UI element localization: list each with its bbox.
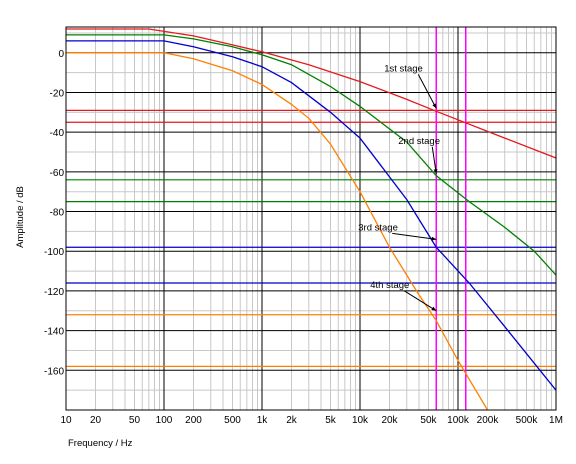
series-line-4	[66, 52, 489, 410]
x-tick-label: 5k	[325, 415, 337, 426]
annotation-arrow	[392, 232, 437, 240]
x-tick-label: 1M	[549, 415, 563, 426]
series-line-3	[66, 40, 556, 391]
series-line-1	[66, 28, 556, 159]
annotation-label: 3rd stage	[358, 222, 398, 233]
x-axis-label: Frequency / Hz	[68, 438, 133, 449]
y-tick-label: 0	[58, 49, 64, 60]
y-tick-label: -140	[44, 327, 64, 338]
x-tick-label: 20k	[381, 415, 398, 426]
series-line-2	[66, 34, 556, 276]
x-tick-labels: 10 20 50 100 200 500 1k 2k 5k 10k 20k 50k 100k 200k 50…	[60, 415, 563, 426]
x-tick-label: 100	[156, 415, 173, 426]
major-grid	[65, 27, 557, 410]
reference-lines	[66, 27, 556, 410]
annotation-label: 1st stage	[384, 63, 423, 74]
annotation-arrowhead	[432, 103, 437, 109]
y-tick-label: -100	[44, 247, 64, 258]
minor-grid	[66, 27, 556, 410]
plot-frame	[65, 26, 557, 411]
x-tick-label: 1k	[257, 415, 269, 426]
series-group	[66, 28, 556, 410]
x-tick-label: 100k	[447, 415, 470, 426]
annotations: 1st stage 2nd stage 3rd stage 4th stage	[358, 63, 440, 312]
x-tick-label: 10	[60, 415, 72, 426]
y-tick-label: -60	[50, 168, 65, 179]
annotation-arrow	[417, 74, 437, 109]
x-tick-label: 10k	[352, 415, 369, 426]
x-tick-label: 500	[224, 415, 241, 426]
annotation-arrow	[403, 290, 437, 312]
x-tick-label: 50	[129, 415, 141, 426]
y-tick-label: -40	[50, 128, 65, 139]
x-tick-label: 200	[185, 415, 202, 426]
y-tick-label: -20	[50, 88, 65, 99]
x-tick-label: 2k	[286, 415, 298, 426]
x-tick-label: 200k	[477, 415, 500, 426]
annotation-arrowhead	[433, 169, 438, 174]
y-tick-label: -160	[44, 366, 64, 377]
annotation-arrowhead	[431, 306, 437, 311]
y-tick-label: -120	[44, 287, 64, 298]
y-axis-label: Amplitude / dB	[15, 186, 26, 248]
annotation-label: 4th stage	[370, 280, 409, 291]
annotation-arrowhead	[431, 236, 437, 241]
x-tick-label: 50k	[420, 415, 437, 426]
x-tick-label: 500k	[516, 415, 539, 426]
y-tick-label: -80	[50, 208, 65, 219]
annotation-label: 2nd stage	[398, 136, 440, 147]
x-tick-label: 20	[90, 415, 102, 426]
y-tick-labels: 0 -20 -40 -60 -80 -100 -120 -140 -160	[44, 49, 64, 378]
